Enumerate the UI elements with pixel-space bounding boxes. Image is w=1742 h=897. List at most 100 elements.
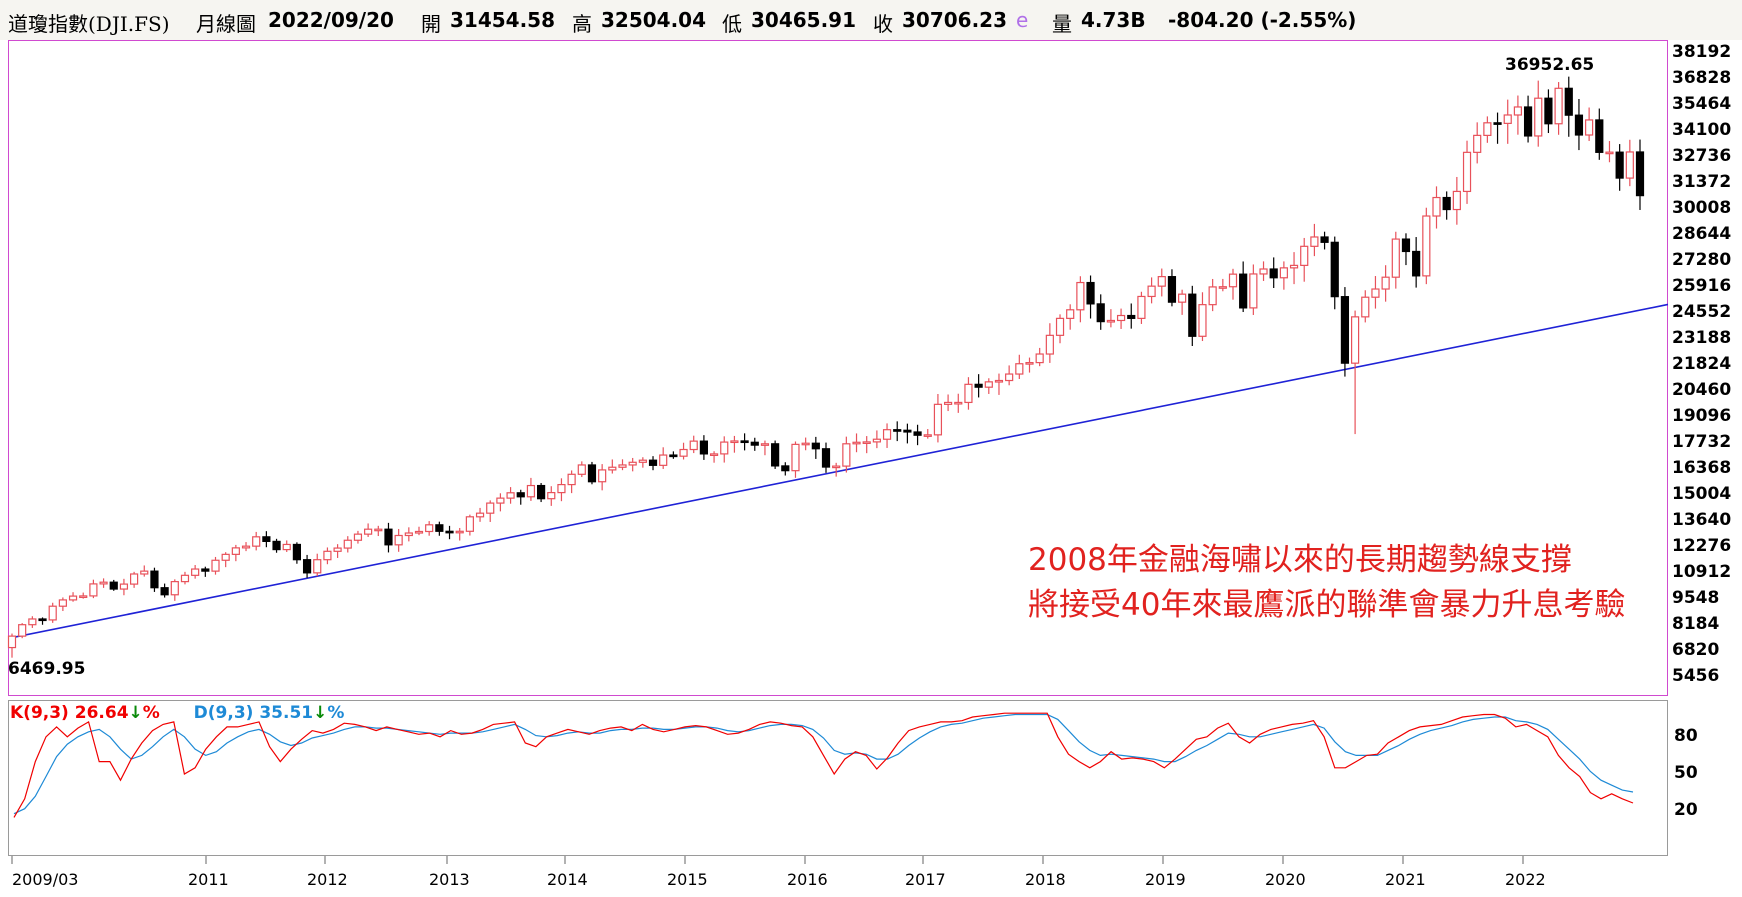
candle-body: [740, 440, 749, 444]
price-tick-label: 16368: [1672, 458, 1732, 478]
candle-body: [343, 539, 352, 549]
price-tick-label: 10912: [1672, 562, 1732, 582]
price-tick-label: 21824: [1672, 354, 1732, 374]
kd-tick-label: 50: [1674, 763, 1698, 783]
d-down-arrow-icon: ↓: [313, 703, 328, 723]
candle-body: [567, 473, 576, 486]
candle-body: [516, 492, 525, 498]
candle-body: [333, 547, 342, 552]
candle-body: [536, 484, 546, 500]
price-tick-label: 35464: [1672, 94, 1732, 114]
candle-body: [720, 441, 729, 455]
volume-label: 量: [1052, 12, 1072, 36]
candle-body: [771, 443, 780, 467]
candle-body: [465, 516, 474, 532]
candle-body: [1066, 309, 1075, 319]
candle-body: [1218, 286, 1227, 289]
candle-body: [1116, 314, 1126, 322]
candle-body: [272, 540, 281, 551]
candle-body: [1523, 106, 1533, 137]
time-tick-label: 2020: [1265, 870, 1306, 889]
candle-body: [1595, 119, 1604, 153]
candle-body: [1269, 268, 1278, 279]
kd-tick-label: 20: [1674, 800, 1698, 821]
all-time-high-label: 36952.65: [1505, 55, 1595, 75]
candle-body: [130, 573, 139, 585]
candle-body: [903, 429, 912, 433]
candle-body: [252, 536, 261, 547]
price-tick-label: 24552: [1672, 302, 1732, 322]
close-label: 收: [873, 12, 893, 36]
trendline-annotation: 2008年金融海嘯以來的長期趨勢線支撐 將接受40年來最鷹派的聯準會暴力升息考驗: [1028, 538, 1625, 628]
open-label: 開: [421, 12, 441, 36]
high-label: 高: [572, 12, 592, 36]
time-tick-label: 2011: [188, 870, 229, 889]
change-value: -804.20 (-2.55%): [1168, 8, 1357, 32]
candle-body: [28, 618, 37, 626]
kd-indicator-panel: [8, 700, 1668, 856]
price-tick-label: 36828: [1672, 68, 1732, 88]
d-line: [13, 713, 1634, 815]
candle-body: [1127, 314, 1136, 319]
candle-body: [872, 438, 881, 443]
time-tick-label: 2018: [1025, 870, 1066, 889]
candle-body: [1422, 215, 1431, 277]
candle-body: [1055, 317, 1065, 336]
candle-body: [994, 379, 1004, 383]
price-tick-label: 30008: [1672, 198, 1732, 218]
price-tick-label: 5456: [1672, 666, 1720, 686]
candle-body: [323, 550, 332, 561]
candle-body: [496, 497, 505, 504]
candle-body: [669, 454, 678, 458]
candle-body: [1086, 281, 1095, 305]
candle-body: [414, 530, 424, 534]
candle-body: [801, 442, 810, 446]
time-tick-label: 2016: [787, 870, 828, 889]
candle-body: [1310, 236, 1319, 247]
candle-body: [1106, 319, 1116, 323]
candle-body: [608, 466, 617, 471]
price-tick-label: 28644: [1672, 224, 1732, 244]
candle-body: [1045, 334, 1054, 355]
open-value: 31454.58: [450, 8, 556, 32]
time-tick-label: 2012: [307, 870, 348, 889]
time-tick-label: 2015: [667, 870, 708, 889]
symbol-name: 道瓊指數(DJI.FS): [8, 12, 170, 36]
quote-date: 2022/09/20: [268, 8, 394, 32]
candle-body: [18, 624, 27, 637]
candle-body: [974, 383, 983, 388]
price-tick-label: 32736: [1672, 146, 1732, 166]
price-chart-panel: [8, 40, 1668, 696]
candle-body: [821, 448, 831, 468]
candle-body: [730, 440, 739, 444]
candle-body: [526, 484, 536, 498]
price-tick-label: 23188: [1672, 328, 1732, 348]
candle-body: [862, 441, 871, 444]
candle-body: [1503, 114, 1512, 124]
period-label: 月線圖: [196, 12, 256, 36]
candle-body: [1005, 373, 1014, 382]
candle-body: [364, 528, 373, 535]
candle-body: [1096, 303, 1105, 323]
candle-body: [1513, 106, 1523, 116]
price-tick-label: 15004: [1672, 484, 1732, 504]
candle-body: [893, 429, 902, 432]
price-tick-label: 6820: [1672, 640, 1720, 660]
price-tick-label: 8184: [1672, 614, 1720, 634]
candle-body: [48, 605, 57, 621]
candle-body: [1289, 264, 1299, 269]
candle-body: [1432, 196, 1441, 217]
candle-body: [1493, 122, 1502, 125]
k-down-arrow-icon: ↓: [128, 703, 143, 723]
price-tick-label: 31372: [1672, 172, 1732, 192]
time-tick-label: 2017: [905, 870, 946, 889]
candle-body: [882, 429, 892, 440]
candle-body: [1035, 353, 1044, 364]
candle-body: [353, 533, 363, 541]
candle-body: [923, 434, 932, 437]
price-tick-label: 9548: [1672, 588, 1720, 608]
candle-body: [638, 459, 647, 463]
high-value: 32504.04: [601, 8, 707, 32]
price-tick-label: 17732: [1672, 432, 1732, 452]
candle-body: [577, 464, 586, 475]
